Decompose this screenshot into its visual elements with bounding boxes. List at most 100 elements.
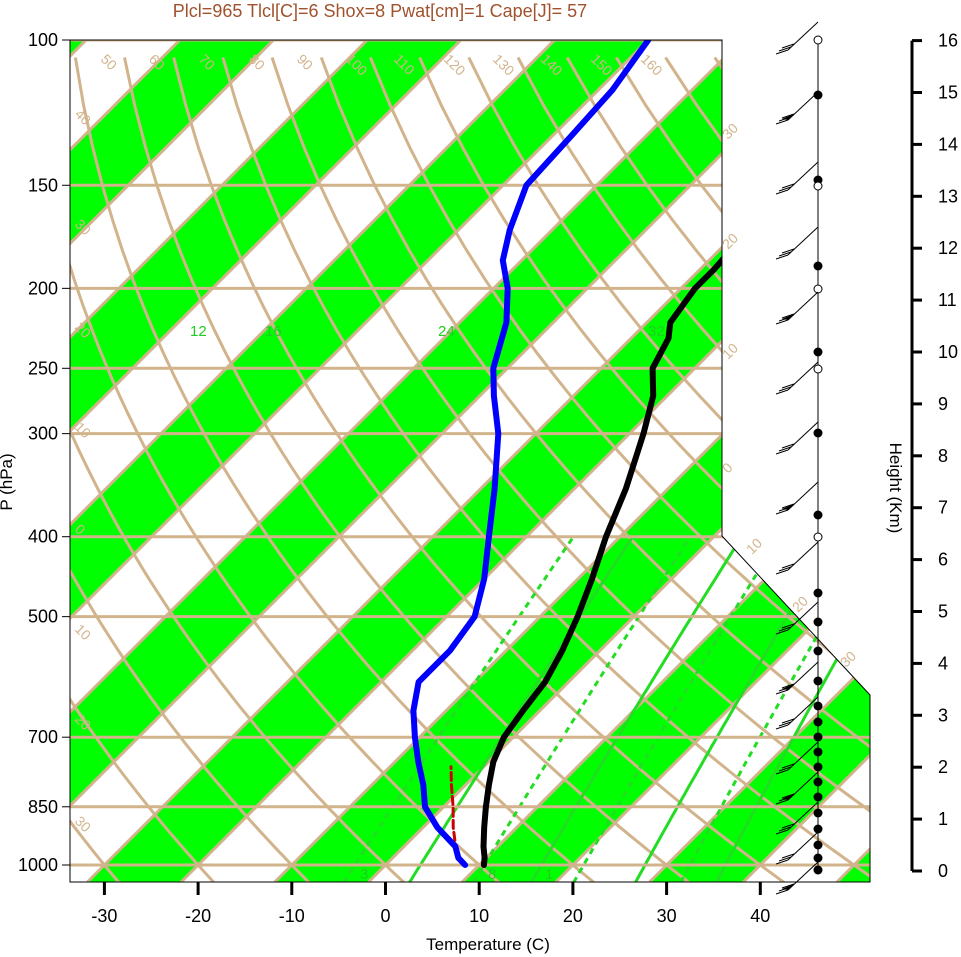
wind-barb-feather xyxy=(778,826,792,832)
height-tick-label: 2 xyxy=(938,757,948,777)
pressure-tick-label: 250 xyxy=(28,358,58,378)
isotherm-line xyxy=(70,40,556,882)
wind-level-dot xyxy=(813,347,823,357)
wind-barb-feather xyxy=(781,43,795,49)
pressure-tick-label: 700 xyxy=(28,727,58,747)
dry-adiabat xyxy=(270,57,870,882)
wind-level-dot xyxy=(813,792,823,802)
wind-barb-feather xyxy=(775,799,789,805)
wind-barb-feather xyxy=(781,113,795,119)
height-tick-label: 0 xyxy=(938,861,948,881)
wind-barb-feather xyxy=(778,446,792,452)
wind-barb-feather xyxy=(781,313,795,319)
temperature-tick-label: 0 xyxy=(380,906,390,926)
isotherm-label: 10 xyxy=(743,535,765,557)
wind-level-dot xyxy=(813,853,823,863)
wind-level-ring xyxy=(813,532,823,542)
wind-barb-feather xyxy=(781,718,795,724)
wind-level-dot xyxy=(813,701,823,711)
isotherm-line xyxy=(180,40,870,882)
height-tick-label: 11 xyxy=(938,290,957,310)
wind-level-dot xyxy=(813,717,823,727)
wind-level-dot xyxy=(813,865,823,875)
wind-barb-feather xyxy=(775,769,789,775)
wind-level-dot xyxy=(813,732,823,742)
wind-barb xyxy=(787,481,819,511)
plot-frame xyxy=(69,39,871,883)
wind-barb xyxy=(787,801,819,831)
pressure-tick-label: 500 xyxy=(28,607,58,627)
height-tick-label: 4 xyxy=(938,653,948,673)
wind-level-dot xyxy=(813,777,823,787)
dewpoint-line xyxy=(410,40,652,868)
wind-level-ring xyxy=(813,35,823,45)
temperature-tick-label: -10 xyxy=(279,906,305,926)
wind-barb xyxy=(787,661,819,691)
mixing-ratio-label: 16 xyxy=(265,323,282,340)
wind-barb-feather xyxy=(781,563,795,569)
wind-barb-feather xyxy=(775,859,789,865)
wind-barb xyxy=(787,861,819,891)
wind-barb-feather xyxy=(781,683,795,689)
dry-adiabat xyxy=(123,57,690,882)
wind-level-dot xyxy=(813,646,823,656)
wind-barb xyxy=(787,91,819,121)
dry-adiabat xyxy=(418,56,870,882)
isotherm-line xyxy=(70,40,650,882)
wind-barb xyxy=(787,21,819,51)
wind-barb-feather xyxy=(778,251,792,257)
wind-barb-feather xyxy=(775,389,789,395)
dry-adiabat xyxy=(70,57,121,882)
isotherm-line xyxy=(70,40,744,882)
wind-barb xyxy=(787,741,819,771)
parcel-line xyxy=(449,765,458,854)
wind-level-ring xyxy=(813,284,823,294)
wind-level-dot xyxy=(813,762,823,772)
mixing-ratio-label: 24 xyxy=(438,323,455,340)
wind-barb xyxy=(787,361,819,391)
wind-barb-feather xyxy=(775,689,789,695)
temperature-tick-label: 20 xyxy=(563,906,583,926)
height-tick-label: 12 xyxy=(938,238,958,258)
wind-barb-pennant xyxy=(782,794,794,800)
wind-barb-feather xyxy=(775,319,789,325)
dry-adiabat xyxy=(70,57,311,882)
isotherm-line xyxy=(70,40,275,882)
dry-adiabat xyxy=(467,56,870,882)
wind-barb-feather xyxy=(775,509,789,515)
dry-adiabat xyxy=(221,57,870,882)
temperature-tick-label: -30 xyxy=(91,906,117,926)
mixing-ratio-line xyxy=(342,535,575,882)
wind-barb-feather xyxy=(778,626,792,632)
height-tick-label: 15 xyxy=(938,83,958,103)
mixing-ratio-label: 32 xyxy=(648,323,665,340)
mixing-ratio-label: 12 xyxy=(190,323,207,340)
wind-barbs xyxy=(775,21,823,895)
wind-barb-feather xyxy=(775,829,789,835)
chart-title: Plcl=965 Tlcl[C]=6 Shox=8 Pwat[cm]=1 Cap… xyxy=(173,1,587,21)
wind-barb-feather xyxy=(781,248,795,254)
wind-barb-feather xyxy=(775,724,789,730)
isotherm-line xyxy=(461,40,870,882)
pressure-tick-label: 400 xyxy=(28,527,58,547)
wind-barb-pennant xyxy=(782,504,794,510)
mixing-ratio-labels: 12 16 24 32 3 8 1 xyxy=(190,323,665,883)
wind-level-dot xyxy=(813,808,823,818)
wind-level-dot xyxy=(813,676,823,686)
pressure-tick-label: 100 xyxy=(28,30,58,50)
height-tick-label: 1 xyxy=(938,809,948,829)
height-tick-label: 6 xyxy=(938,550,948,570)
wind-barb-feather xyxy=(778,566,792,572)
wind-barb xyxy=(787,226,819,256)
dewpoint-trace xyxy=(410,40,652,868)
wind-barb-feather xyxy=(778,186,792,192)
wind-barb-feather xyxy=(781,793,795,799)
wind-barb-feather xyxy=(781,883,795,889)
wind-barb xyxy=(787,601,819,631)
height-tick-label: 5 xyxy=(938,602,948,622)
height-axis-label: Height (Km) xyxy=(886,443,905,534)
wind-level-dot xyxy=(813,428,823,438)
height-tick-label: 16 xyxy=(938,31,958,51)
wind-barb-pennant xyxy=(782,314,794,320)
